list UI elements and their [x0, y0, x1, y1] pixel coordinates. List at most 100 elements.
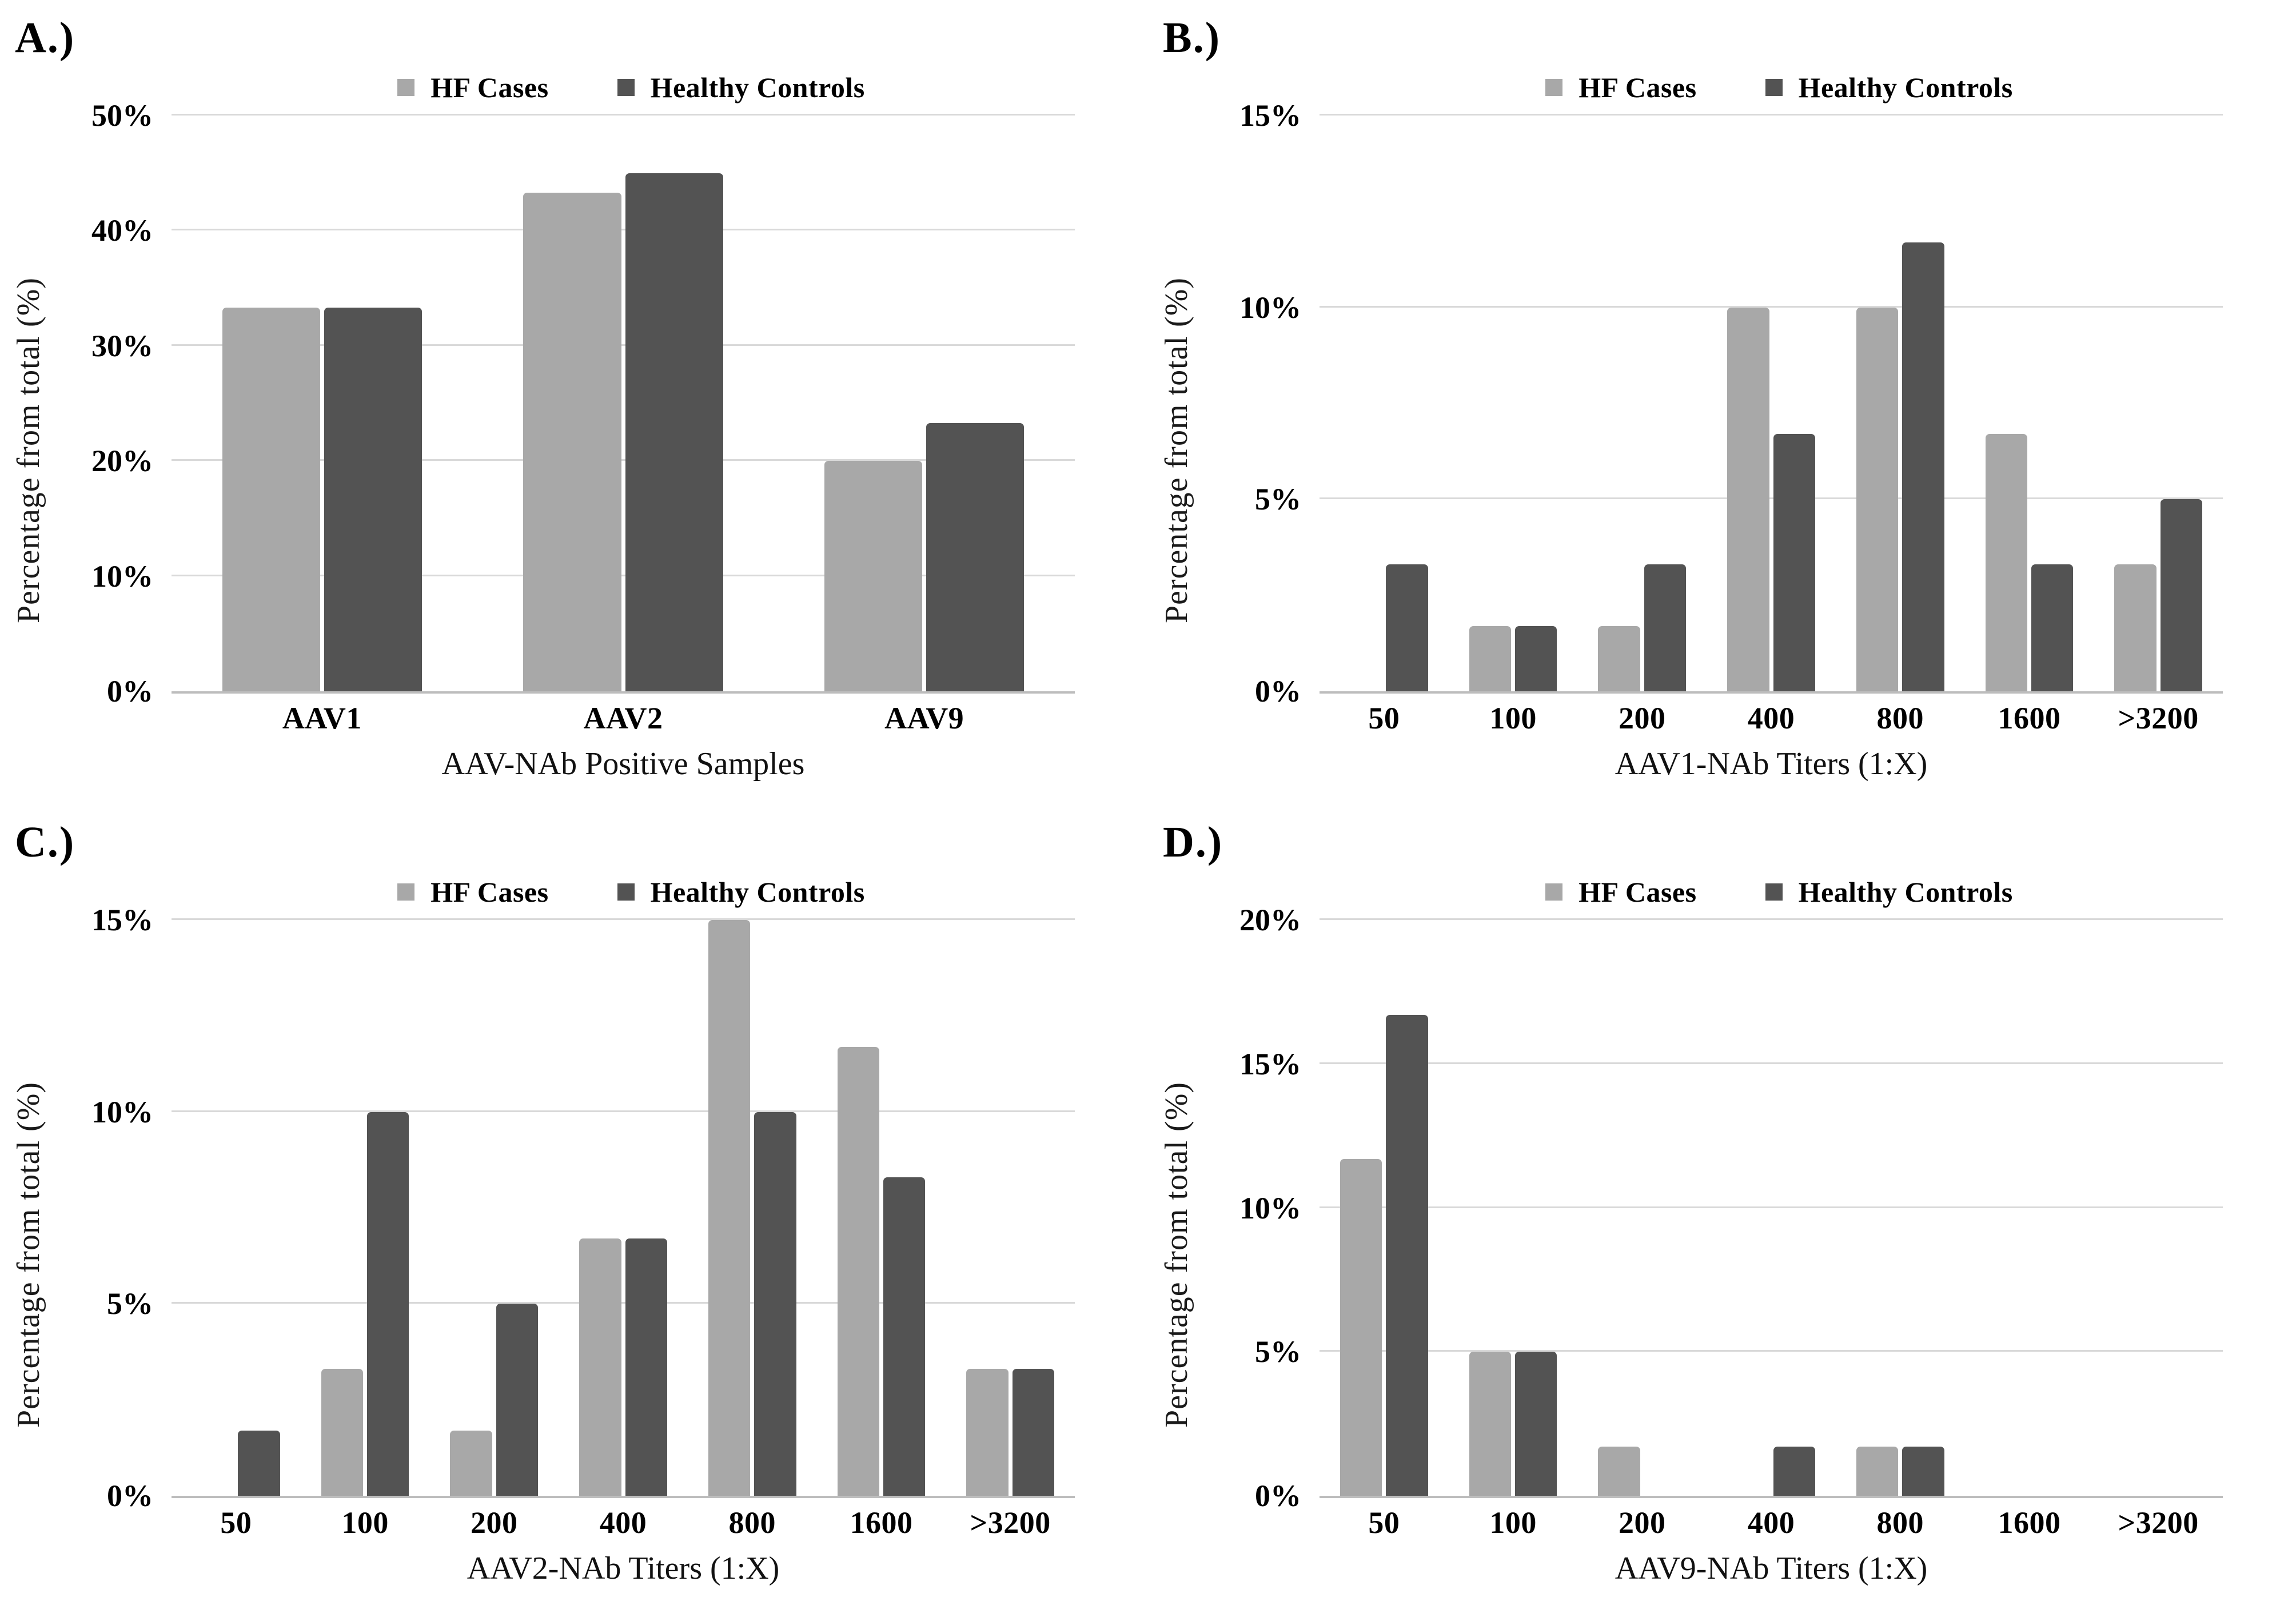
- bar-group: [774, 116, 1075, 691]
- y-tick-label: 10%: [1239, 290, 1301, 325]
- y-tick-label: 5%: [107, 1287, 153, 1321]
- bar-group: [301, 920, 430, 1496]
- plot-area: 0% 10% 20% 30% 40% 50%: [91, 100, 1075, 707]
- bar-hf-cases: [1856, 1447, 1899, 1496]
- bar-healthy-controls: [238, 1430, 280, 1496]
- y-tick-label: 20%: [1239, 903, 1301, 937]
- gridline: [1320, 1206, 2223, 1208]
- legend-item: HF Cases: [397, 71, 548, 104]
- x-tick-label: 400: [1747, 701, 1795, 735]
- gridline: [1320, 918, 2223, 920]
- bar-healthy-controls: [883, 1177, 926, 1496]
- bar-healthy-controls: [1386, 564, 1428, 691]
- bar-healthy-controls: [1515, 1352, 1557, 1496]
- bar-healthy-controls: [2031, 564, 2074, 691]
- legend-item: HF Cases: [397, 875, 548, 909]
- bar-healthy-controls: [926, 423, 1025, 691]
- bar-group: [2094, 116, 2223, 691]
- legend-label: HF Cases: [431, 71, 549, 103]
- x-tick-label: 50: [1368, 701, 1400, 735]
- bar-group: [1707, 920, 1836, 1496]
- legend-label: HF Cases: [431, 876, 549, 908]
- bar-hf-cases: [1598, 626, 1640, 691]
- bar-hf-cases: [1598, 1447, 1640, 1496]
- plot-column: 0% 5% 10% 15% 50 100 200 400 800 1600 >3200 AAV2-…: [57, 905, 1075, 1590]
- legend-swatch-icon: [617, 883, 635, 901]
- legend-swatch-icon: [397, 79, 415, 96]
- bar-group: [172, 116, 473, 691]
- legend-item: Healthy Controls: [617, 71, 865, 104]
- y-axis-title: Percentage from total (%): [11, 1082, 46, 1428]
- gridline: [172, 344, 1075, 346]
- bar-healthy-controls: [1902, 1447, 1944, 1496]
- bar-hf-cases: [1985, 434, 2027, 691]
- panel-label-a: A.): [15, 14, 75, 62]
- y-axis: Percentage from total (%): [0, 116, 57, 785]
- x-tick-label: 1600: [850, 1506, 913, 1540]
- x-axis-ticks: 50 100 200 400 800 1600 >3200: [1320, 694, 2223, 743]
- plot-column: 0% 5% 10% 15% 20% 50 100 200 400 800 1600 >3200 AA…: [1205, 905, 2223, 1590]
- bar-group: [1707, 116, 1836, 691]
- legend: HF Cases Healthy Controls: [189, 870, 1074, 914]
- y-tick-label: 20%: [91, 444, 153, 479]
- x-tick-label: 100: [1489, 701, 1537, 735]
- x-tick-label: >3200: [2118, 701, 2199, 735]
- y-tick-label: 15%: [1239, 98, 1301, 133]
- panel-label-d: D.): [1163, 818, 1223, 866]
- bar-group: [1320, 920, 1449, 1496]
- chart-a: Percentage from total (%) 0% 10% 20% 30% 40%…: [0, 100, 1148, 785]
- bar-healthy-controls: [367, 1112, 409, 1496]
- x-axis-title: AAV2-NAb Titers (1:X): [467, 1551, 780, 1586]
- legend-item: HF Cases: [1545, 71, 1696, 104]
- y-tick-label: 10%: [91, 559, 153, 594]
- bar-group: [817, 920, 946, 1496]
- gridline: [1320, 1062, 2223, 1064]
- bar-healthy-controls: [1773, 1447, 1815, 1496]
- x-tick-label: 200: [1619, 1506, 1666, 1540]
- bar-healthy-controls: [1773, 434, 1815, 691]
- chart-d: Percentage from total (%) 0% 5% 10% 15% 20% …: [1148, 905, 2296, 1590]
- legend-swatch-icon: [1545, 883, 1563, 901]
- bar-healthy-controls: [754, 1112, 796, 1496]
- bar-hf-cases: [1727, 307, 1769, 691]
- legend-swatch-icon: [397, 883, 415, 901]
- x-axis-ticks: 50 100 200 400 800 1600 >3200: [1320, 1498, 2223, 1547]
- bar-hf-cases: [824, 461, 923, 691]
- legend-item: Healthy Controls: [617, 875, 865, 909]
- legend-label: Healthy Controls: [650, 71, 865, 103]
- bar-group: [429, 920, 559, 1496]
- legend-label: HF Cases: [1579, 71, 1697, 103]
- legend: HF Cases Healthy Controls: [1337, 870, 2222, 914]
- gridline: [172, 1302, 1075, 1304]
- bar-hf-cases: [523, 192, 621, 691]
- y-tick-label: 30%: [91, 328, 153, 363]
- plot-area: 0% 5% 10% 15%: [91, 905, 1075, 1511]
- x-axis-title: AAV-NAb Positive Samples: [441, 746, 805, 782]
- legend-label: Healthy Controls: [650, 876, 865, 908]
- bar-group: [1836, 116, 1965, 691]
- gridline: [172, 918, 1075, 920]
- bar-healthy-controls: [324, 308, 422, 691]
- bar-group: [172, 920, 301, 1496]
- bar-healthy-controls: [625, 173, 723, 691]
- bar-hf-cases: [966, 1369, 1009, 1496]
- legend-item: Healthy Controls: [1765, 875, 2013, 909]
- x-tick-label: 100: [341, 1506, 389, 1540]
- panel-d: D.) HF Cases Healthy Controls Percentage …: [1148, 804, 2296, 1609]
- x-tick-label: 1600: [1998, 1506, 2061, 1540]
- legend-item: HF Cases: [1545, 875, 1696, 909]
- bar-healthy-controls: [1386, 1015, 1428, 1496]
- gridline: [1320, 497, 2223, 500]
- y-axis-title: Percentage from total (%): [1159, 277, 1194, 623]
- legend: HF Cases Healthy Controls: [1337, 65, 2222, 110]
- bar-healthy-controls: [1644, 564, 1687, 691]
- y-axis: Percentage from total (%): [1148, 116, 1205, 785]
- x-axis-ticks: AAV1 AAV2 AAV9: [172, 694, 1075, 743]
- x-tick-label: AAV9: [884, 701, 964, 735]
- y-tick-label: 0%: [1255, 1479, 1301, 1513]
- gridline: [172, 574, 1075, 576]
- legend-swatch-icon: [617, 79, 635, 96]
- panel-label-c: C.): [15, 818, 75, 866]
- bar-group: [1577, 920, 1707, 1496]
